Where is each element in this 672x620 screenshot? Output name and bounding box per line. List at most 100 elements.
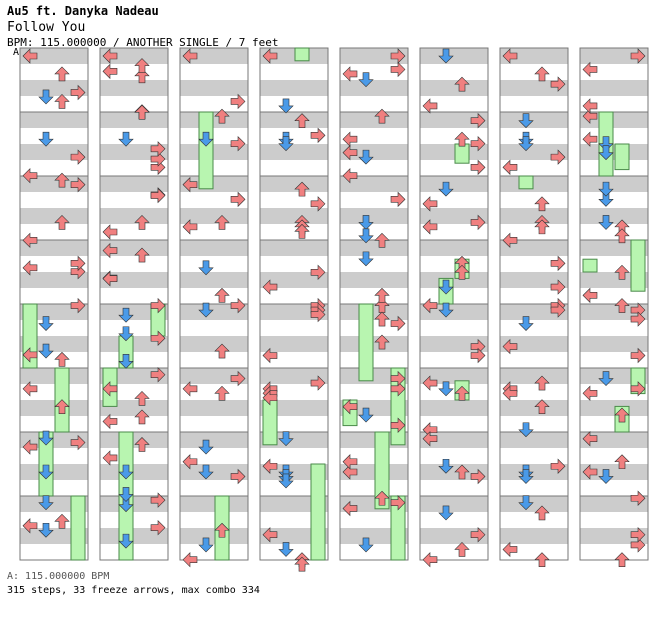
beat-band [580, 464, 648, 480]
beat-band [100, 208, 168, 224]
bpm-marker: A [13, 47, 20, 58]
beat-band [340, 464, 408, 480]
chart-column-border [499, 47, 569, 561]
beat-band [580, 80, 648, 96]
beat-band [420, 48, 488, 64]
freeze-arrow [454, 143, 470, 164]
beat-band [340, 208, 408, 224]
chart-column-border [99, 47, 169, 561]
beat-band [100, 80, 168, 96]
song-title: Follow You [7, 20, 86, 35]
beat-band [420, 80, 488, 96]
freeze-arrow [358, 303, 374, 382]
freeze-arrow [614, 143, 630, 171]
chart-column-border [419, 47, 489, 561]
beat-band [340, 144, 408, 160]
freeze-arrow [310, 463, 326, 561]
beat-band [180, 240, 248, 256]
beat-band [420, 176, 488, 192]
beat-band [420, 496, 488, 512]
beat-band [500, 368, 568, 384]
beat-band [180, 176, 248, 192]
beat-band [580, 48, 648, 64]
beat-band [180, 48, 248, 64]
beat-band [260, 80, 328, 96]
beat-band [20, 48, 88, 64]
beat-band [420, 240, 488, 256]
beat-band [260, 208, 328, 224]
freeze-arrow [262, 399, 278, 446]
chart-column-border [579, 47, 649, 561]
beat-band [180, 112, 248, 128]
chart-column-border [179, 47, 249, 561]
freeze-arrow [70, 495, 86, 561]
bpm-legend: A: 115.000000 BPM [7, 571, 110, 582]
beat-band [20, 400, 88, 416]
beat-band [100, 112, 168, 128]
beat-band [100, 464, 168, 480]
beat-band [580, 144, 648, 160]
beat-band [500, 400, 568, 416]
beat-band [180, 528, 248, 544]
beat-band [20, 272, 88, 288]
beat-band [100, 48, 168, 64]
beat-band [420, 112, 488, 128]
beat-band [580, 400, 648, 416]
beat-band [340, 176, 408, 192]
beat-band [180, 144, 248, 160]
beat-band [500, 112, 568, 128]
beat-band [580, 176, 648, 192]
chart-stats: 315 steps, 33 freeze arrows, max combo 3… [7, 585, 260, 596]
chart-info: BPM: 115.000000 / ANOTHER SINGLE / 7 fee… [7, 36, 279, 49]
beat-band [580, 336, 648, 352]
beat-band [260, 240, 328, 256]
beat-band [340, 304, 408, 320]
beat-band [340, 336, 408, 352]
beat-band [340, 48, 408, 64]
freeze-arrow [198, 111, 214, 190]
beat-band [260, 336, 328, 352]
beat-band [260, 144, 328, 160]
beat-band [20, 208, 88, 224]
beat-band [180, 272, 248, 288]
beat-band [20, 112, 88, 128]
beat-band [500, 432, 568, 448]
freeze-arrow [582, 258, 598, 273]
beat-band [260, 48, 328, 64]
beat-band [420, 144, 488, 160]
beat-band [500, 176, 568, 192]
beat-band [420, 272, 488, 288]
beat-band [340, 240, 408, 256]
beat-band [100, 432, 168, 448]
freeze-arrow [630, 239, 646, 292]
beat-band [340, 112, 408, 128]
beat-band [500, 496, 568, 512]
chart-column-border [339, 47, 409, 561]
beat-band [340, 80, 408, 96]
beat-band [20, 464, 88, 480]
beat-band [20, 240, 88, 256]
beat-band [260, 176, 328, 192]
beat-band [500, 48, 568, 64]
beat-band [20, 176, 88, 192]
beat-band [260, 112, 328, 128]
beat-band [340, 272, 408, 288]
beat-band [180, 336, 248, 352]
beat-band [180, 208, 248, 224]
freeze-arrow [374, 431, 390, 510]
beat-band [420, 400, 488, 416]
beat-band [180, 400, 248, 416]
beat-band [500, 208, 568, 224]
freeze-arrow [294, 47, 310, 62]
beat-band [500, 528, 568, 544]
beat-band [580, 208, 648, 224]
beat-band [180, 496, 248, 512]
beat-band [500, 240, 568, 256]
song-artist: Au5 ft. Danyka Nadeau [7, 4, 159, 18]
beat-band [100, 176, 168, 192]
beat-band [180, 432, 248, 448]
chart-column-border [259, 47, 329, 561]
beat-band [100, 528, 168, 544]
chart-column-border [19, 47, 89, 561]
